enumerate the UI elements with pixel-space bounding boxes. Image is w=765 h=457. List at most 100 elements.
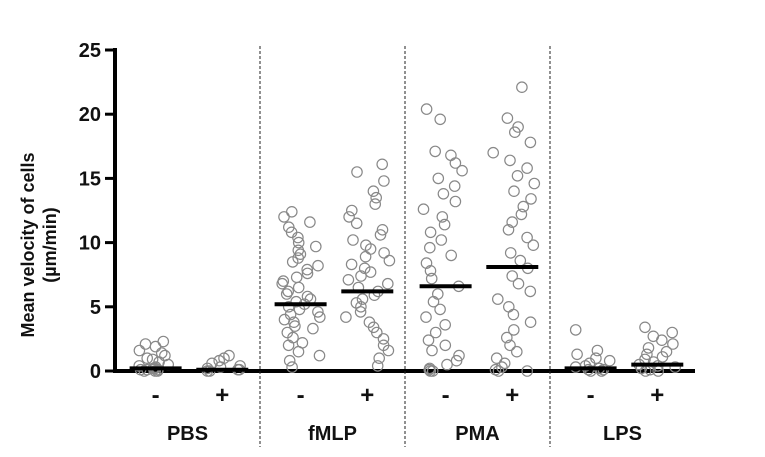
data-point <box>506 270 518 282</box>
condition-label: - <box>152 382 160 409</box>
data-point <box>141 352 153 364</box>
data-point <box>426 344 438 357</box>
data-point <box>423 241 436 254</box>
data-point <box>312 306 324 318</box>
data-point <box>350 297 363 309</box>
y-axis-title-line2: (µm/min) <box>40 207 60 282</box>
data-point <box>496 361 508 373</box>
data-point <box>281 326 294 339</box>
mean-lines <box>129 264 684 372</box>
data-point <box>149 340 162 353</box>
data-point <box>381 277 394 290</box>
data-point <box>449 195 462 208</box>
data-point <box>642 342 655 354</box>
group-label: fMLP <box>308 423 357 445</box>
data-points <box>133 81 681 377</box>
data-point <box>504 339 516 352</box>
data-point <box>139 338 152 350</box>
data-point <box>498 357 511 370</box>
data-point <box>282 339 295 352</box>
data-point <box>292 236 305 249</box>
data-point <box>417 203 430 215</box>
data-point <box>376 224 389 236</box>
data-point <box>377 333 390 345</box>
data-point <box>453 349 465 362</box>
data-point <box>284 308 297 321</box>
data-point <box>521 162 533 174</box>
data-point <box>669 361 681 373</box>
data-point <box>278 211 290 223</box>
data-point <box>514 254 527 267</box>
condition-label: - <box>442 382 450 409</box>
data-point <box>525 193 537 205</box>
data-point <box>313 349 326 362</box>
data-point <box>157 335 170 348</box>
y-axis-title: Mean velocity of cells (µm/min) <box>18 152 60 337</box>
data-point <box>450 354 463 367</box>
data-point <box>436 211 449 223</box>
data-point <box>524 285 537 298</box>
data-point <box>307 322 319 335</box>
y-tick-label: 0 <box>90 361 101 383</box>
data-point <box>647 330 660 343</box>
axes <box>113 48 695 373</box>
data-point <box>159 349 171 362</box>
data-point <box>425 272 438 285</box>
data-point <box>515 208 528 221</box>
data-point <box>439 339 452 352</box>
y-tick-label: 20 <box>79 104 101 126</box>
y-axis-title-line1: Mean velocity of cells <box>18 152 38 337</box>
data-point <box>660 345 673 358</box>
data-point <box>277 275 290 287</box>
data-point <box>363 316 376 328</box>
data-point <box>358 262 371 275</box>
data-point <box>431 288 444 300</box>
data-point <box>309 240 322 253</box>
data-point <box>280 288 293 300</box>
y-tick-label: 15 <box>79 168 101 190</box>
condition-label: + <box>215 382 229 409</box>
data-point <box>639 321 651 334</box>
data-point <box>383 254 396 267</box>
data-point <box>347 234 359 246</box>
data-point <box>304 216 316 228</box>
data-point <box>283 354 296 367</box>
data-point <box>296 336 309 349</box>
data-point <box>591 344 604 357</box>
condition-label: - <box>297 382 305 409</box>
data-point <box>282 285 294 298</box>
data-point <box>435 234 448 246</box>
data-point <box>491 293 504 305</box>
data-point <box>508 185 520 197</box>
y-tick-label: 25 <box>79 40 101 62</box>
data-point <box>223 349 235 362</box>
data-point <box>371 360 384 372</box>
x-labels: - +PBS- +fMLP- +PMA- +LPS <box>152 382 665 445</box>
condition-label: - <box>587 382 595 409</box>
data-point <box>285 206 298 218</box>
data-point <box>420 311 432 323</box>
data-point <box>359 250 372 263</box>
data-point <box>502 224 515 236</box>
data-point <box>521 365 533 377</box>
data-point <box>378 247 390 259</box>
data-point <box>507 308 520 321</box>
data-point <box>512 121 524 133</box>
data-point <box>374 229 387 241</box>
data-point <box>422 334 435 346</box>
data-point <box>155 347 168 359</box>
data-point <box>512 277 525 290</box>
data-point <box>133 344 146 357</box>
data-point <box>345 258 358 271</box>
data-point <box>521 231 533 244</box>
data-point <box>500 331 513 344</box>
data-point <box>569 324 582 336</box>
data-point <box>438 218 451 231</box>
data-point <box>667 338 679 350</box>
data-point <box>511 170 524 182</box>
data-point <box>146 353 159 366</box>
group-label: PBS <box>167 423 208 445</box>
data-point <box>449 157 462 169</box>
data-point <box>487 146 499 159</box>
